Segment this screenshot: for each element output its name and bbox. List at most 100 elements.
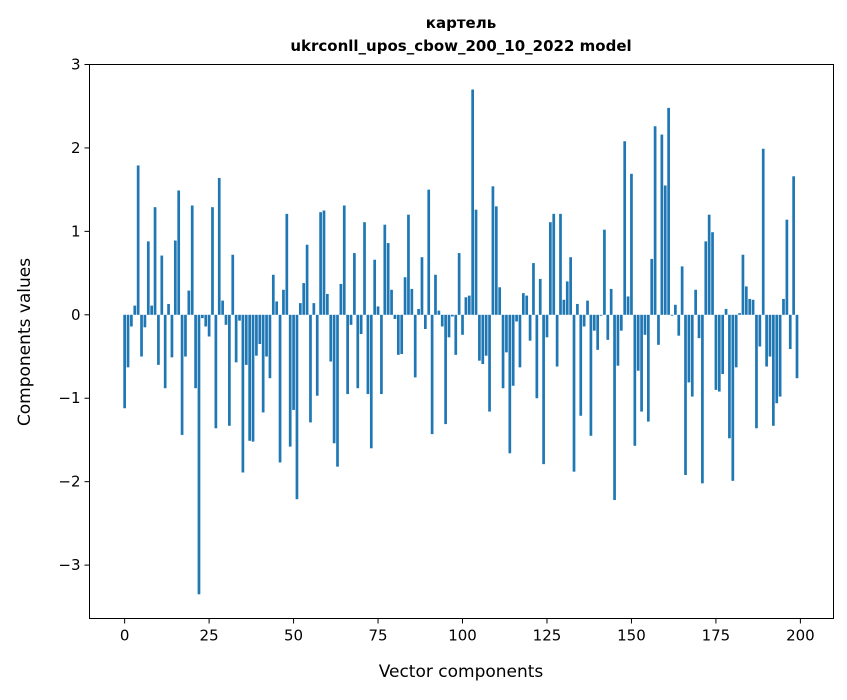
bar-77 [383, 224, 387, 315]
bar-23 [200, 314, 204, 319]
bar-34 [238, 314, 241, 321]
bar-21 [194, 314, 197, 389]
x-tick-label: 100 [448, 627, 477, 645]
x-tick-label: 125 [533, 627, 562, 645]
bar-52 [298, 303, 302, 315]
bar-90 [427, 189, 431, 315]
bar-83 [403, 277, 407, 315]
x-tick-label: 25 [200, 627, 219, 645]
bar-184 [744, 286, 748, 315]
bar-185 [748, 298, 752, 315]
bar-194 [778, 314, 782, 397]
bar-53 [302, 283, 306, 315]
bar-145 [613, 314, 616, 501]
bar-197 [788, 314, 792, 350]
bar-163 [674, 304, 677, 315]
y-axis-label: Components values [15, 258, 35, 426]
bar-178 [724, 308, 728, 315]
bar-26 [211, 207, 214, 315]
bar-0 [123, 314, 126, 409]
bar-43 [268, 314, 272, 379]
bar-65 [342, 205, 346, 315]
bar-190 [765, 314, 768, 367]
bar-55 [309, 314, 312, 423]
bar-31 [228, 314, 231, 426]
bar-84 [407, 214, 410, 315]
bar-106 [481, 314, 485, 365]
bar-74 [373, 259, 377, 315]
bar-121 [532, 263, 535, 315]
bar-56 [312, 303, 316, 315]
bar-30 [224, 314, 228, 325]
bar-135 [579, 314, 583, 416]
bar-85 [410, 288, 414, 315]
bar-25 [207, 314, 211, 337]
bar-177 [721, 314, 725, 375]
bar-60 [326, 293, 329, 315]
bar-174 [711, 232, 714, 315]
bar-110 [494, 206, 498, 315]
bar-108 [488, 314, 491, 412]
bar-150 [630, 173, 633, 315]
x-tick-label: 175 [702, 627, 731, 645]
bar-14 [170, 314, 174, 358]
bar-81 [396, 314, 400, 355]
bar-1 [126, 314, 130, 368]
bar-99 [457, 253, 461, 315]
bar-196 [785, 219, 789, 315]
bar-180 [731, 314, 735, 481]
y-tick-label: −3 [58, 556, 80, 574]
bar-134 [576, 303, 579, 315]
y-tick-label: 2 [71, 139, 81, 157]
bar-141 [599, 314, 603, 316]
bar-132 [569, 257, 572, 315]
bar-123 [538, 278, 542, 315]
bar-136 [582, 314, 586, 327]
bars-group [123, 89, 799, 595]
bar-88 [420, 257, 424, 315]
bar-54 [305, 244, 309, 315]
bar-27 [214, 314, 218, 429]
bar-146 [616, 314, 620, 366]
y-tick-label: −1 [58, 389, 80, 407]
bar-198 [792, 176, 795, 315]
bar-62 [332, 314, 336, 444]
bar-111 [498, 287, 502, 315]
bar-6 [143, 314, 147, 328]
bar-89 [423, 314, 427, 329]
bar-189 [761, 148, 765, 315]
bar-147 [619, 314, 623, 331]
bar-46 [278, 314, 282, 463]
bar-156 [650, 258, 654, 315]
bar-10 [157, 314, 160, 365]
bar-188 [758, 314, 762, 347]
bar-175 [714, 314, 718, 390]
bar-44 [271, 274, 275, 315]
bar-103 [471, 89, 475, 315]
x-tick-label: 75 [368, 627, 387, 645]
bar-16 [177, 190, 181, 315]
bar-5 [140, 314, 143, 357]
bar-166 [684, 314, 687, 475]
bar-138 [589, 314, 593, 436]
bar-32 [231, 254, 235, 315]
bar-169 [694, 289, 697, 315]
bar-18 [184, 314, 187, 357]
bar-161 [667, 107, 670, 315]
bar-130 [562, 299, 566, 315]
bar-133 [572, 314, 576, 472]
bar-104 [474, 209, 478, 315]
bar-131 [565, 281, 569, 315]
bar-86 [413, 314, 417, 378]
bar-182 [738, 313, 741, 315]
bar-139 [592, 314, 596, 331]
bar-45 [275, 301, 279, 315]
chart-title-line-2: ukrconll_upos_cbow_200_10_2022 model [290, 37, 631, 55]
bar-12 [163, 314, 167, 389]
bar-126 [549, 222, 552, 315]
bar-159 [660, 134, 664, 315]
bar-112 [501, 314, 505, 389]
bar-157 [653, 126, 657, 315]
bar-38 [251, 314, 255, 442]
